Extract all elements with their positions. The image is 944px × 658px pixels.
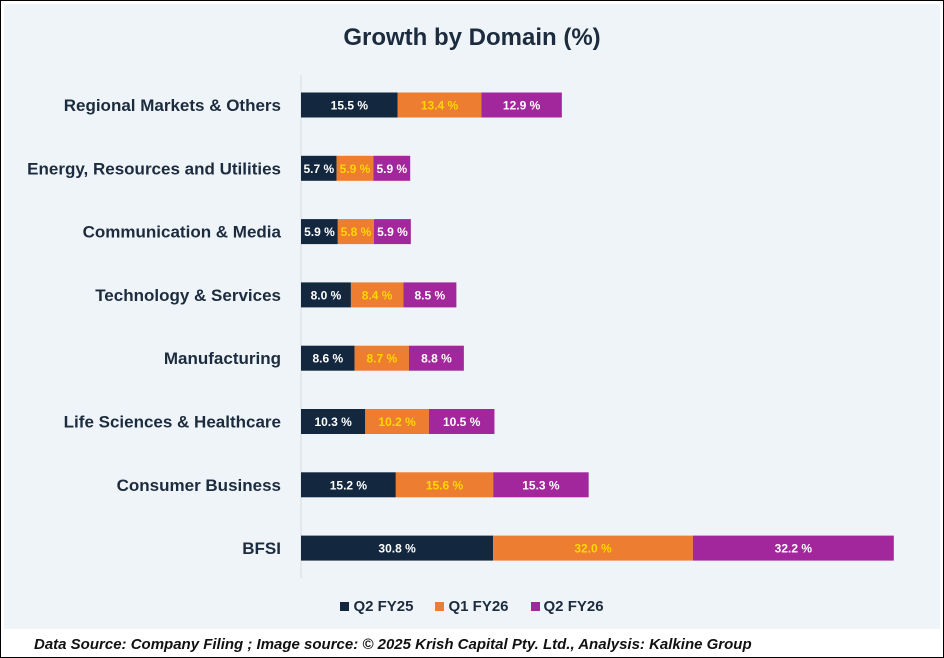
data-label: 10.3 %	[314, 415, 352, 429]
bar-segment	[301, 409, 366, 434]
data-label: 5.8 %	[341, 225, 372, 239]
data-label: 5.9 %	[304, 225, 335, 239]
bar-segment	[301, 282, 351, 308]
bar-segment	[301, 472, 396, 498]
category-label: Manufacturing	[164, 349, 281, 368]
data-label: 10.2 %	[378, 415, 416, 429]
legend: Q2 FY25 Q1 FY26 Q2 FY26	[0, 598, 944, 615]
bar-segment	[301, 155, 337, 181]
data-label: 8.6 %	[312, 352, 343, 366]
data-label: 8.0 %	[311, 288, 342, 302]
data-label: 8.7 %	[366, 352, 397, 366]
legend-swatch	[435, 602, 445, 611]
legend-swatch	[340, 602, 350, 611]
data-label: 30.8 %	[378, 542, 416, 556]
legend-item-q2fy25: Q2 FY25	[340, 598, 413, 615]
category-label: Energy, Resources and Utilities	[27, 159, 281, 178]
bar-segment	[373, 155, 411, 181]
legend-item-q1fy26: Q1 FY26	[435, 598, 509, 615]
bar-segment	[336, 155, 374, 181]
data-label: 10.5 %	[443, 415, 481, 429]
bar-segment	[481, 92, 562, 118]
bar-segment	[397, 92, 482, 118]
category-label: Communication & Media	[83, 223, 282, 242]
data-label: 12.9 %	[503, 99, 541, 113]
legend-label: Q2 FY26	[543, 598, 604, 615]
bar-segment	[365, 409, 429, 434]
bar-segment	[403, 282, 457, 308]
category-label: Regional Markets & Others	[64, 96, 281, 115]
data-label: 5.7 %	[303, 162, 334, 176]
bar-segment	[493, 535, 693, 561]
bar-segment	[301, 345, 355, 371]
bar-segment	[374, 219, 411, 245]
bar-segment	[301, 92, 398, 118]
data-label: 8.5 %	[415, 288, 446, 302]
data-label: 15.3 %	[522, 478, 560, 492]
bar-segment	[692, 535, 894, 561]
legend-swatch	[530, 602, 540, 611]
bar-segment	[493, 472, 589, 498]
chart-title: Growth by Domain (%)	[343, 24, 601, 51]
bar-segment	[301, 535, 494, 561]
data-label: 15.6 %	[426, 478, 464, 492]
data-label: 8.4 %	[362, 288, 393, 302]
data-label: 5.9 %	[376, 162, 407, 176]
legend-label: Q2 FY25	[353, 598, 414, 615]
bar-segment	[354, 345, 409, 371]
legend-label: Q1 FY26	[448, 598, 509, 615]
data-label: 15.2 %	[330, 478, 368, 492]
data-label: 32.0 %	[574, 542, 612, 556]
data-label: 5.9 %	[340, 162, 371, 176]
bar-segment	[395, 472, 494, 498]
bar-segment	[301, 219, 338, 245]
data-label: 5.9 %	[377, 225, 408, 239]
category-label: BFSI	[242, 539, 281, 558]
data-label: 15.5 %	[331, 99, 369, 113]
data-label: 32.2 %	[775, 542, 813, 556]
bar-segment	[428, 409, 495, 434]
data-label: 13.4 %	[421, 99, 459, 113]
category-label: Technology & Services	[95, 286, 281, 305]
data-label: 8.8 %	[421, 352, 452, 366]
bar-segment	[337, 219, 375, 245]
category-label: Life Sciences & Healthcare	[64, 413, 281, 432]
legend-item-q2fy26: Q2 FY26	[530, 598, 604, 615]
bar-segment	[408, 345, 464, 371]
category-label: Consumer Business	[117, 476, 281, 495]
source-footer: Data Source: Company Filing ; Image sour…	[34, 636, 752, 653]
bar-segment	[350, 282, 404, 308]
